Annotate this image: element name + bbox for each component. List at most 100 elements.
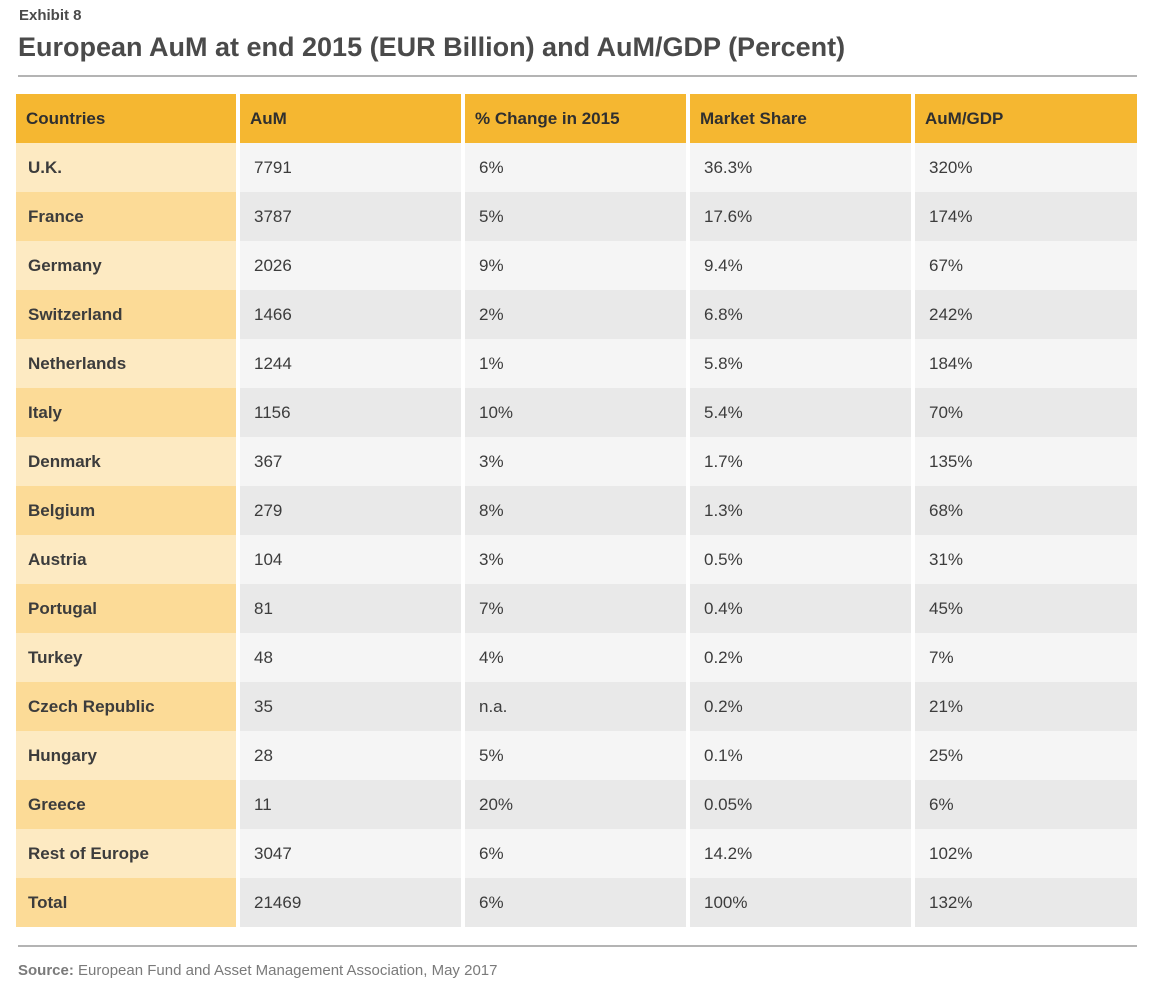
aum-gdp-cell: 21% <box>915 682 1137 731</box>
aum-gdp-cell: 68% <box>915 486 1137 535</box>
aum-gdp-cell: 174% <box>915 192 1137 241</box>
aum-cell: 28 <box>240 731 461 780</box>
change-cell: 5% <box>465 731 686 780</box>
change-cell: 8% <box>465 486 686 535</box>
country-cell: Rest of Europe <box>16 829 236 878</box>
market-share-cell: 5.4% <box>690 388 911 437</box>
aum-cell: 3047 <box>240 829 461 878</box>
table-row: U.K. 7791 6% 36.3% 320% <box>16 143 1137 192</box>
market-share-cell: 0.4% <box>690 584 911 633</box>
market-share-cell: 14.2% <box>690 829 911 878</box>
bottom-divider <box>18 945 1137 947</box>
country-cell: Czech Republic <box>16 682 236 731</box>
aum-cell: 367 <box>240 437 461 486</box>
table-row: Germany 2026 9% 9.4% 67% <box>16 241 1137 290</box>
change-cell: 3% <box>465 437 686 486</box>
market-share-cell: 0.2% <box>690 682 911 731</box>
table-row: Switzerland 1466 2% 6.8% 242% <box>16 290 1137 339</box>
market-share-cell: 17.6% <box>690 192 911 241</box>
aum-cell: 1156 <box>240 388 461 437</box>
aum-cell: 35 <box>240 682 461 731</box>
aum-cell: 3787 <box>240 192 461 241</box>
country-cell: Denmark <box>16 437 236 486</box>
source-label: Source: <box>18 962 74 979</box>
market-share-cell: 6.8% <box>690 290 911 339</box>
column-header-countries: Countries <box>16 94 236 143</box>
aum-cell: 48 <box>240 633 461 682</box>
market-share-cell: 9.4% <box>690 241 911 290</box>
aum-gdp-cell: 242% <box>915 290 1137 339</box>
table-row: Portugal 81 7% 0.4% 45% <box>16 584 1137 633</box>
aum-cell: 1244 <box>240 339 461 388</box>
aum-cell: 104 <box>240 535 461 584</box>
aum-cell: 81 <box>240 584 461 633</box>
table-row: Austria 104 3% 0.5% 31% <box>16 535 1137 584</box>
market-share-cell: 0.2% <box>690 633 911 682</box>
market-share-cell: 0.5% <box>690 535 911 584</box>
country-cell: Hungary <box>16 731 236 780</box>
market-share-cell: 1.7% <box>690 437 911 486</box>
aum-gdp-cell: 45% <box>915 584 1137 633</box>
table-body: U.K. 7791 6% 36.3% 320% France 3787 5% 17.6% 174%… <box>16 143 1137 927</box>
exhibit-label: Exhibit 8 <box>19 7 82 24</box>
change-cell: 20% <box>465 780 686 829</box>
table-row: Belgium 279 8% 1.3% 68% <box>16 486 1137 535</box>
market-share-cell: 0.1% <box>690 731 911 780</box>
column-header-change: % Change in 2015 <box>465 94 686 143</box>
aum-gdp-cell: 70% <box>915 388 1137 437</box>
country-cell: Portugal <box>16 584 236 633</box>
table-row: France 3787 5% 17.6% 174% <box>16 192 1137 241</box>
country-cell: Switzerland <box>16 290 236 339</box>
country-cell: Total <box>16 878 236 927</box>
country-cell: U.K. <box>16 143 236 192</box>
change-cell: 6% <box>465 829 686 878</box>
table-row: Hungary 28 5% 0.1% 25% <box>16 731 1137 780</box>
country-cell: Austria <box>16 535 236 584</box>
source-note: Source: European Fund and Asset Manageme… <box>18 962 497 979</box>
change-cell: 7% <box>465 584 686 633</box>
column-header-aum-gdp: AuM/GDP <box>915 94 1137 143</box>
country-cell: Netherlands <box>16 339 236 388</box>
table-row: Denmark 367 3% 1.7% 135% <box>16 437 1137 486</box>
aum-gdp-cell: 135% <box>915 437 1137 486</box>
aum-cell: 21469 <box>240 878 461 927</box>
market-share-cell: 0.05% <box>690 780 911 829</box>
change-cell: n.a. <box>465 682 686 731</box>
market-share-cell: 1.3% <box>690 486 911 535</box>
top-divider <box>18 75 1137 77</box>
aum-cell: 11 <box>240 780 461 829</box>
aum-table: Countries AuM % Change in 2015 Market Sh… <box>12 94 1141 927</box>
change-cell: 3% <box>465 535 686 584</box>
table-row: Greece 11 20% 0.05% 6% <box>16 780 1137 829</box>
table-row: Rest of Europe 3047 6% 14.2% 102% <box>16 829 1137 878</box>
source-text: European Fund and Asset Management Assoc… <box>78 962 498 979</box>
column-header-market-share: Market Share <box>690 94 911 143</box>
country-cell: Greece <box>16 780 236 829</box>
market-share-cell: 100% <box>690 878 911 927</box>
aum-gdp-cell: 31% <box>915 535 1137 584</box>
table-row: Netherlands 1244 1% 5.8% 184% <box>16 339 1137 388</box>
aum-cell: 2026 <box>240 241 461 290</box>
aum-gdp-cell: 102% <box>915 829 1137 878</box>
country-cell: Germany <box>16 241 236 290</box>
change-cell: 1% <box>465 339 686 388</box>
table-row: Total 21469 6% 100% 132% <box>16 878 1137 927</box>
change-cell: 9% <box>465 241 686 290</box>
aum-cell: 279 <box>240 486 461 535</box>
aum-gdp-cell: 67% <box>915 241 1137 290</box>
change-cell: 2% <box>465 290 686 339</box>
change-cell: 6% <box>465 878 686 927</box>
table-row: Italy 1156 10% 5.4% 70% <box>16 388 1137 437</box>
aum-gdp-cell: 7% <box>915 633 1137 682</box>
change-cell: 4% <box>465 633 686 682</box>
chart-title: European AuM at end 2015 (EUR Billion) a… <box>18 32 846 62</box>
market-share-cell: 5.8% <box>690 339 911 388</box>
change-cell: 5% <box>465 192 686 241</box>
header-row: Countries AuM % Change in 2015 Market Sh… <box>16 94 1137 143</box>
aum-cell: 7791 <box>240 143 461 192</box>
aum-gdp-cell: 25% <box>915 731 1137 780</box>
column-header-aum: AuM <box>240 94 461 143</box>
country-cell: Italy <box>16 388 236 437</box>
aum-gdp-cell: 6% <box>915 780 1137 829</box>
market-share-cell: 36.3% <box>690 143 911 192</box>
